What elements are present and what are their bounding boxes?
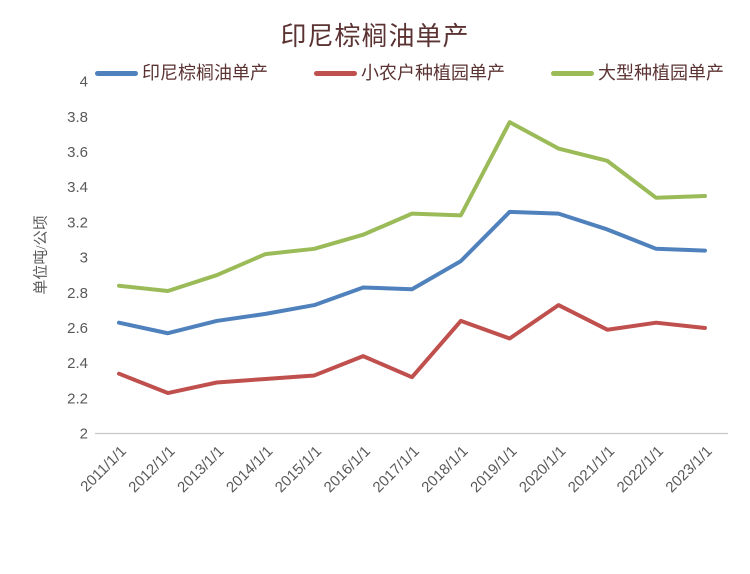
y-tick-label: 2.8 xyxy=(67,285,88,302)
series-line-3 xyxy=(117,120,707,294)
y-tick-label: 2.2 xyxy=(67,390,88,407)
y-tick-label: 3.4 xyxy=(67,179,88,196)
legend-label: 小农户种植园单产 xyxy=(361,63,505,83)
series-line-1 xyxy=(117,209,707,336)
x-tick-label: 2016/1/1 xyxy=(321,443,374,496)
x-tick-label: 2012/1/1 xyxy=(125,443,178,496)
x-tick-label: 2017/1/1 xyxy=(369,443,422,496)
x-tick-label: 2020/1/1 xyxy=(516,443,569,496)
y-tick-label: 2 xyxy=(80,426,88,443)
chart-legend: 印尼棕榈油单产 小农户种植园单产 大型种植园单产 xyxy=(95,62,724,84)
x-tick-label: 2022/1/1 xyxy=(614,443,667,496)
legend-label: 印尼棕榈油单产 xyxy=(142,63,268,83)
y-tick-label: 2.4 xyxy=(67,355,88,372)
series-line-2 xyxy=(117,303,707,396)
x-tick-label: 2014/1/1 xyxy=(223,443,276,496)
x-tick-label: 2018/1/1 xyxy=(418,443,471,496)
y-tick-label: 3.2 xyxy=(67,214,88,231)
x-tick-label: 2011/1/1 xyxy=(77,443,130,496)
legend-marker-icon xyxy=(314,70,357,76)
legend-item-2: 小农户种植园单产 xyxy=(314,62,505,84)
legend-marker-icon xyxy=(95,70,138,76)
y-tick-label: 2.6 xyxy=(67,320,88,337)
x-tick-label: 2015/1/1 xyxy=(272,443,325,496)
y-tick-label: 3 xyxy=(80,250,88,267)
y-tick-label: 4 xyxy=(80,74,88,91)
y-tick-label: 3.6 xyxy=(67,144,88,161)
x-tick-label: 2021/1/1 xyxy=(565,443,618,496)
legend-marker-icon xyxy=(551,70,594,76)
y-tick-label: 3.8 xyxy=(67,109,88,126)
legend-item-1: 印尼棕榈油单产 xyxy=(95,62,268,84)
legend-item-3: 大型种植园单产 xyxy=(551,62,724,84)
x-tick-label: 2019/1/1 xyxy=(467,443,520,496)
x-tick-label: 2013/1/1 xyxy=(174,443,227,496)
legend-label: 大型种植园单产 xyxy=(598,63,724,83)
x-tick-label: 2023/1/1 xyxy=(662,443,715,496)
chart-title: 印尼棕榈油单产 xyxy=(280,22,470,51)
